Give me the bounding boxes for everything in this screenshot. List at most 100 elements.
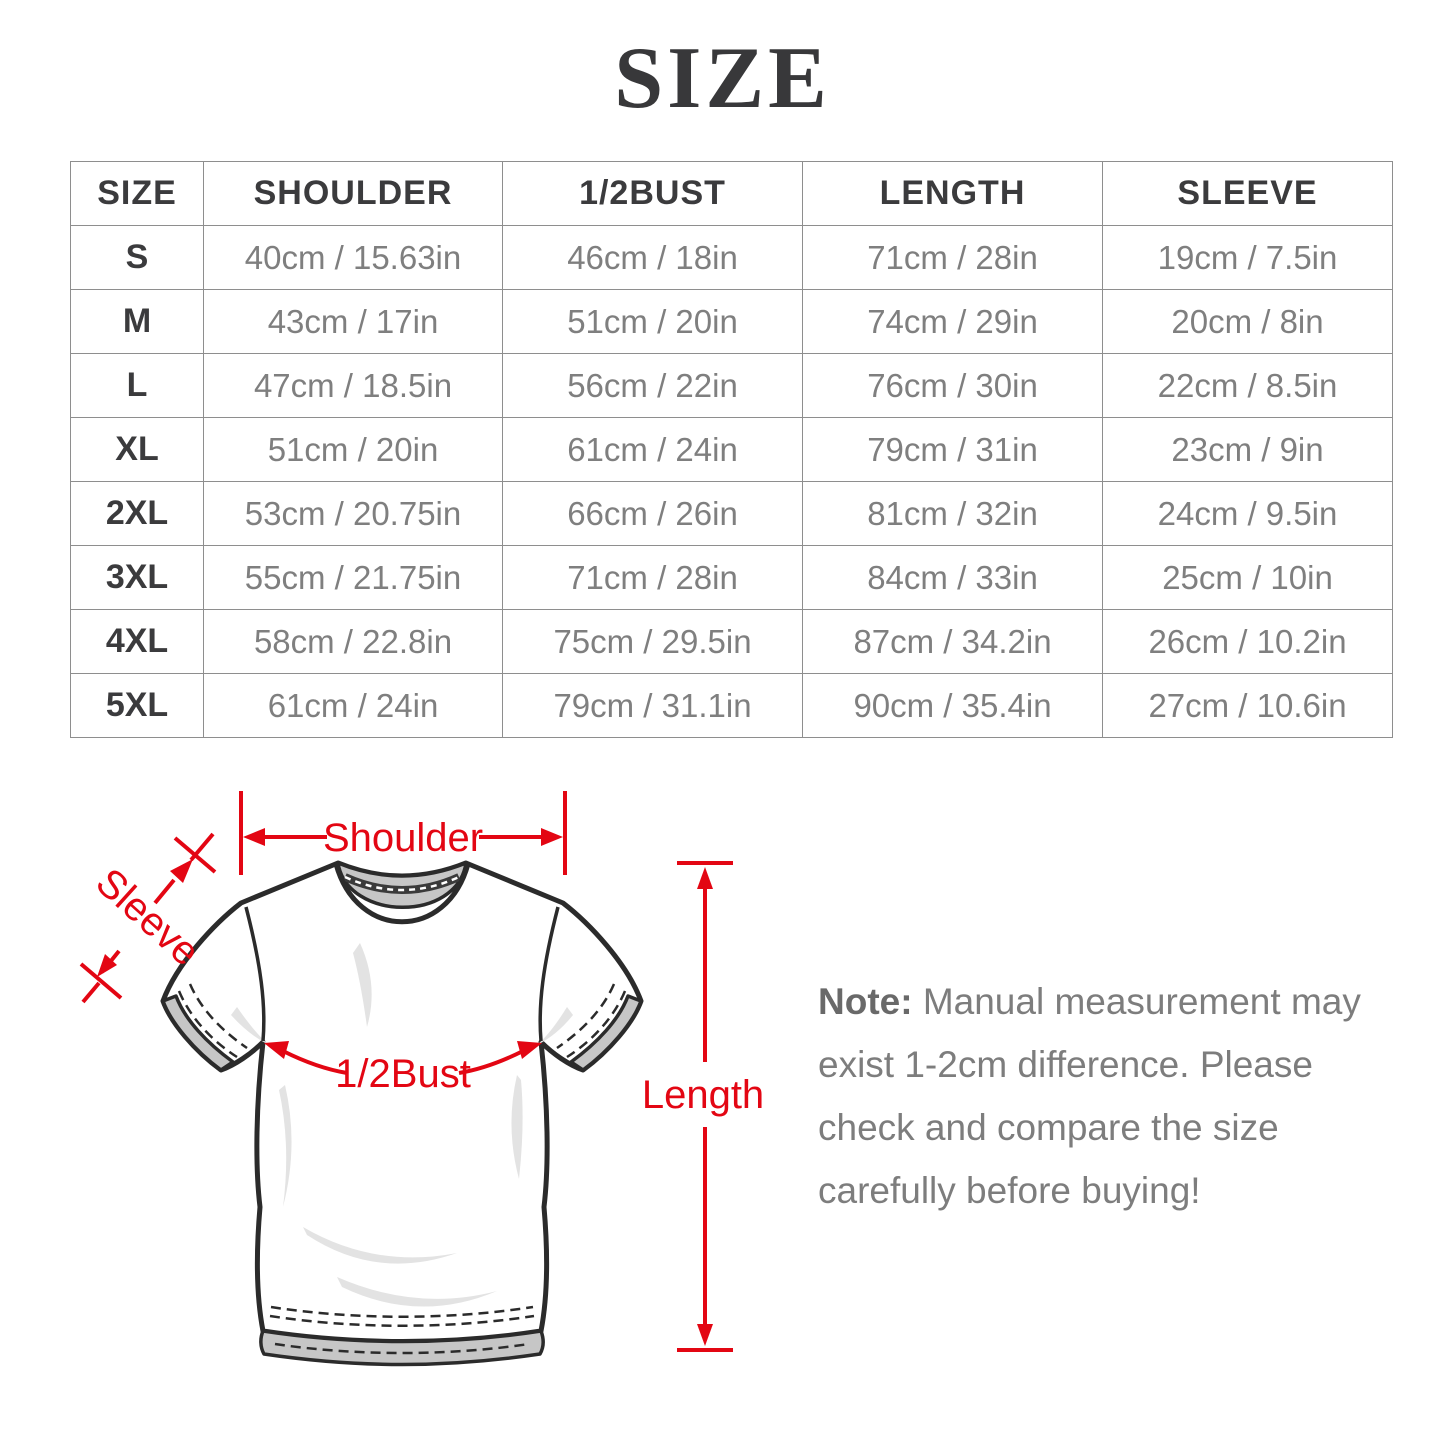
bust-dimension: 1/2Bust — [264, 1041, 542, 1096]
measurement-cell: 79cm / 31in — [802, 417, 1103, 482]
left-cuff-stitch — [177, 990, 238, 1059]
measurement-cell: 27cm / 10.6in — [1102, 673, 1393, 738]
measurement-cell: 46cm / 18in — [502, 225, 803, 290]
shoulder-arrowhead-right — [541, 828, 563, 846]
measurement-cell: 23cm / 9in — [1102, 417, 1393, 482]
measurement-cell: 51cm / 20in — [203, 417, 503, 482]
measurement-cell: 81cm / 32in — [802, 481, 1103, 546]
note-line: exist 1-2cm difference. Please — [818, 1044, 1313, 1085]
header-cell-length: LENGTH — [802, 161, 1103, 226]
wrinkle-shade — [279, 1085, 292, 1207]
measurement-cell: 66cm / 26in — [502, 481, 803, 546]
sleeve-tick-bottom — [79, 962, 123, 1000]
measurement-cell: 71cm / 28in — [502, 545, 803, 610]
wrinkle-shade — [303, 1227, 457, 1264]
shoulder-label: Shoulder — [323, 816, 483, 860]
measurement-cell: 53cm / 20.75in — [203, 481, 503, 546]
size-table-body: S 40cm / 15.63in 46cm / 18in 71cm / 28in 19c… — [70, 225, 1393, 738]
note-label: Note: — [818, 981, 913, 1022]
measurement-cell: 71cm / 28in — [802, 225, 1103, 290]
size-cell: 2XL — [70, 481, 204, 546]
measurement-cell: 61cm / 24in — [502, 417, 803, 482]
measurement-cell: 87cm / 34.2in — [802, 609, 1103, 674]
size-table: SIZE SHOULDER 1/2BUST LENGTH SLEEVE S 40c… — [70, 161, 1393, 738]
measurement-cell: 51cm / 20in — [502, 289, 803, 354]
shoulder-arrowhead-left — [243, 828, 265, 846]
sleeve-arrowhead-bottom — [97, 954, 117, 977]
hem-fold — [259, 1329, 545, 1367]
measurement-cell: 75cm / 29.5in — [502, 609, 803, 674]
hem-stitch — [269, 1314, 535, 1327]
size-cell: S — [70, 225, 204, 290]
table-row: 3XL 55cm / 21.75in 71cm / 28in 84cm / 33in 2… — [70, 545, 1393, 610]
measurement-cell: 55cm / 21.75in — [203, 545, 503, 610]
measurement-cell: 26cm / 10.2in — [1102, 609, 1393, 674]
right-cuff — [569, 994, 643, 1072]
wrinkle-shade — [537, 1007, 573, 1045]
length-arrowhead-top — [697, 867, 713, 889]
measurement-cell: 19cm / 7.5in — [1102, 225, 1393, 290]
length-dimension: Length — [642, 861, 764, 1352]
table-row: S 40cm / 15.63in 46cm / 18in 71cm / 28in 19c… — [70, 225, 1393, 290]
collar-rib-stitch — [344, 875, 460, 892]
left-cuff-stitch — [188, 983, 248, 1050]
length-label: Length — [642, 1073, 764, 1117]
right-cuff-stitch — [556, 983, 616, 1050]
table-row: 4XL 58cm / 22.8in 75cm / 29.5in 87cm / 34.2… — [70, 609, 1393, 674]
tshirt-body — [160, 860, 644, 1344]
table-row: 2XL 53cm / 20.75in 66cm / 26in 81cm / 32in 2… — [70, 481, 1393, 546]
bust-dim-line — [458, 1049, 524, 1075]
measurement-cell: 22cm / 8.5in — [1102, 353, 1393, 418]
measurement-cell: 84cm / 33in — [802, 545, 1103, 610]
measurement-cell: 58cm / 22.8in — [203, 609, 503, 674]
bust-arrowhead-left — [264, 1041, 289, 1059]
note-block: Note: Manual measurement may exist 1-2cm… — [818, 970, 1361, 1222]
front-neckline — [333, 863, 471, 925]
wrinkle-shade — [231, 1007, 269, 1045]
measurement-cell: 79cm / 31.1in — [502, 673, 803, 738]
header-cell-shoulder: SHOULDER — [203, 161, 503, 226]
size-cell: 3XL — [70, 545, 204, 610]
size-cell: XL — [70, 417, 204, 482]
left-sleeve-seam — [244, 906, 266, 1042]
bust-dim-line — [282, 1049, 348, 1075]
right-sleeve-seam — [538, 906, 560, 1042]
measurement-cell: 25cm / 10in — [1102, 545, 1393, 610]
size-cell: 4XL — [70, 609, 204, 674]
measurement-cell: 47cm / 18.5in — [203, 353, 503, 418]
hem-stitch — [270, 1305, 534, 1318]
sleeve-arrowhead-top — [170, 859, 193, 883]
page-title: SIZE — [614, 30, 831, 127]
sleeve-ext-bottom — [81, 981, 101, 1004]
right-cuff-stitch — [566, 990, 627, 1059]
measurement-cell: 40cm / 15.63in — [203, 225, 503, 290]
measurement-cell: 24cm / 9.5in — [1102, 481, 1393, 546]
tshirt-drawing — [160, 860, 644, 1367]
size-cell: M — [70, 289, 204, 354]
wrinkle-shade — [511, 1075, 523, 1179]
note-text: Manual measurement may — [922, 981, 1361, 1022]
shoulder-dimension: Shoulder — [239, 791, 567, 875]
note-line: Note: Manual measurement may — [818, 970, 1361, 1033]
measurement-cell: 61cm / 24in — [203, 673, 503, 738]
sleeve-ext-top — [189, 832, 215, 862]
table-row: 5XL 61cm / 24in 79cm / 31.1in 90cm / 35.4in… — [70, 673, 1393, 738]
wrinkle-shade — [337, 1277, 497, 1307]
measurement-cell: 56cm / 22in — [502, 353, 803, 418]
header-cell-size: SIZE — [70, 161, 204, 226]
sleeve-dim-line — [153, 878, 176, 905]
size-cell: L — [70, 353, 204, 418]
tshirt-measurement-diagram: Shoulder Sleeve 1/2Bust — [79, 791, 764, 1367]
measurement-cell: 76cm / 30in — [802, 353, 1103, 418]
bust-arrowhead-right — [517, 1041, 542, 1059]
bust-label: 1/2Bust — [335, 1052, 471, 1096]
measurement-cell: 43cm / 17in — [203, 289, 503, 354]
table-row: M 43cm / 17in 51cm / 20in 74cm / 29in 20cm /… — [70, 289, 1393, 354]
header-cell-sleeve: SLEEVE — [1102, 161, 1393, 226]
length-arrowhead-bottom — [697, 1324, 713, 1346]
table-row: L 47cm / 18.5in 56cm / 22in 76cm / 30in 22cm… — [70, 353, 1393, 418]
wrinkle-shade — [353, 943, 372, 1027]
table-row: XL 51cm / 20in 61cm / 24in 79cm / 31in 23cm … — [70, 417, 1393, 482]
note-line: check and compare the size — [818, 1107, 1279, 1148]
